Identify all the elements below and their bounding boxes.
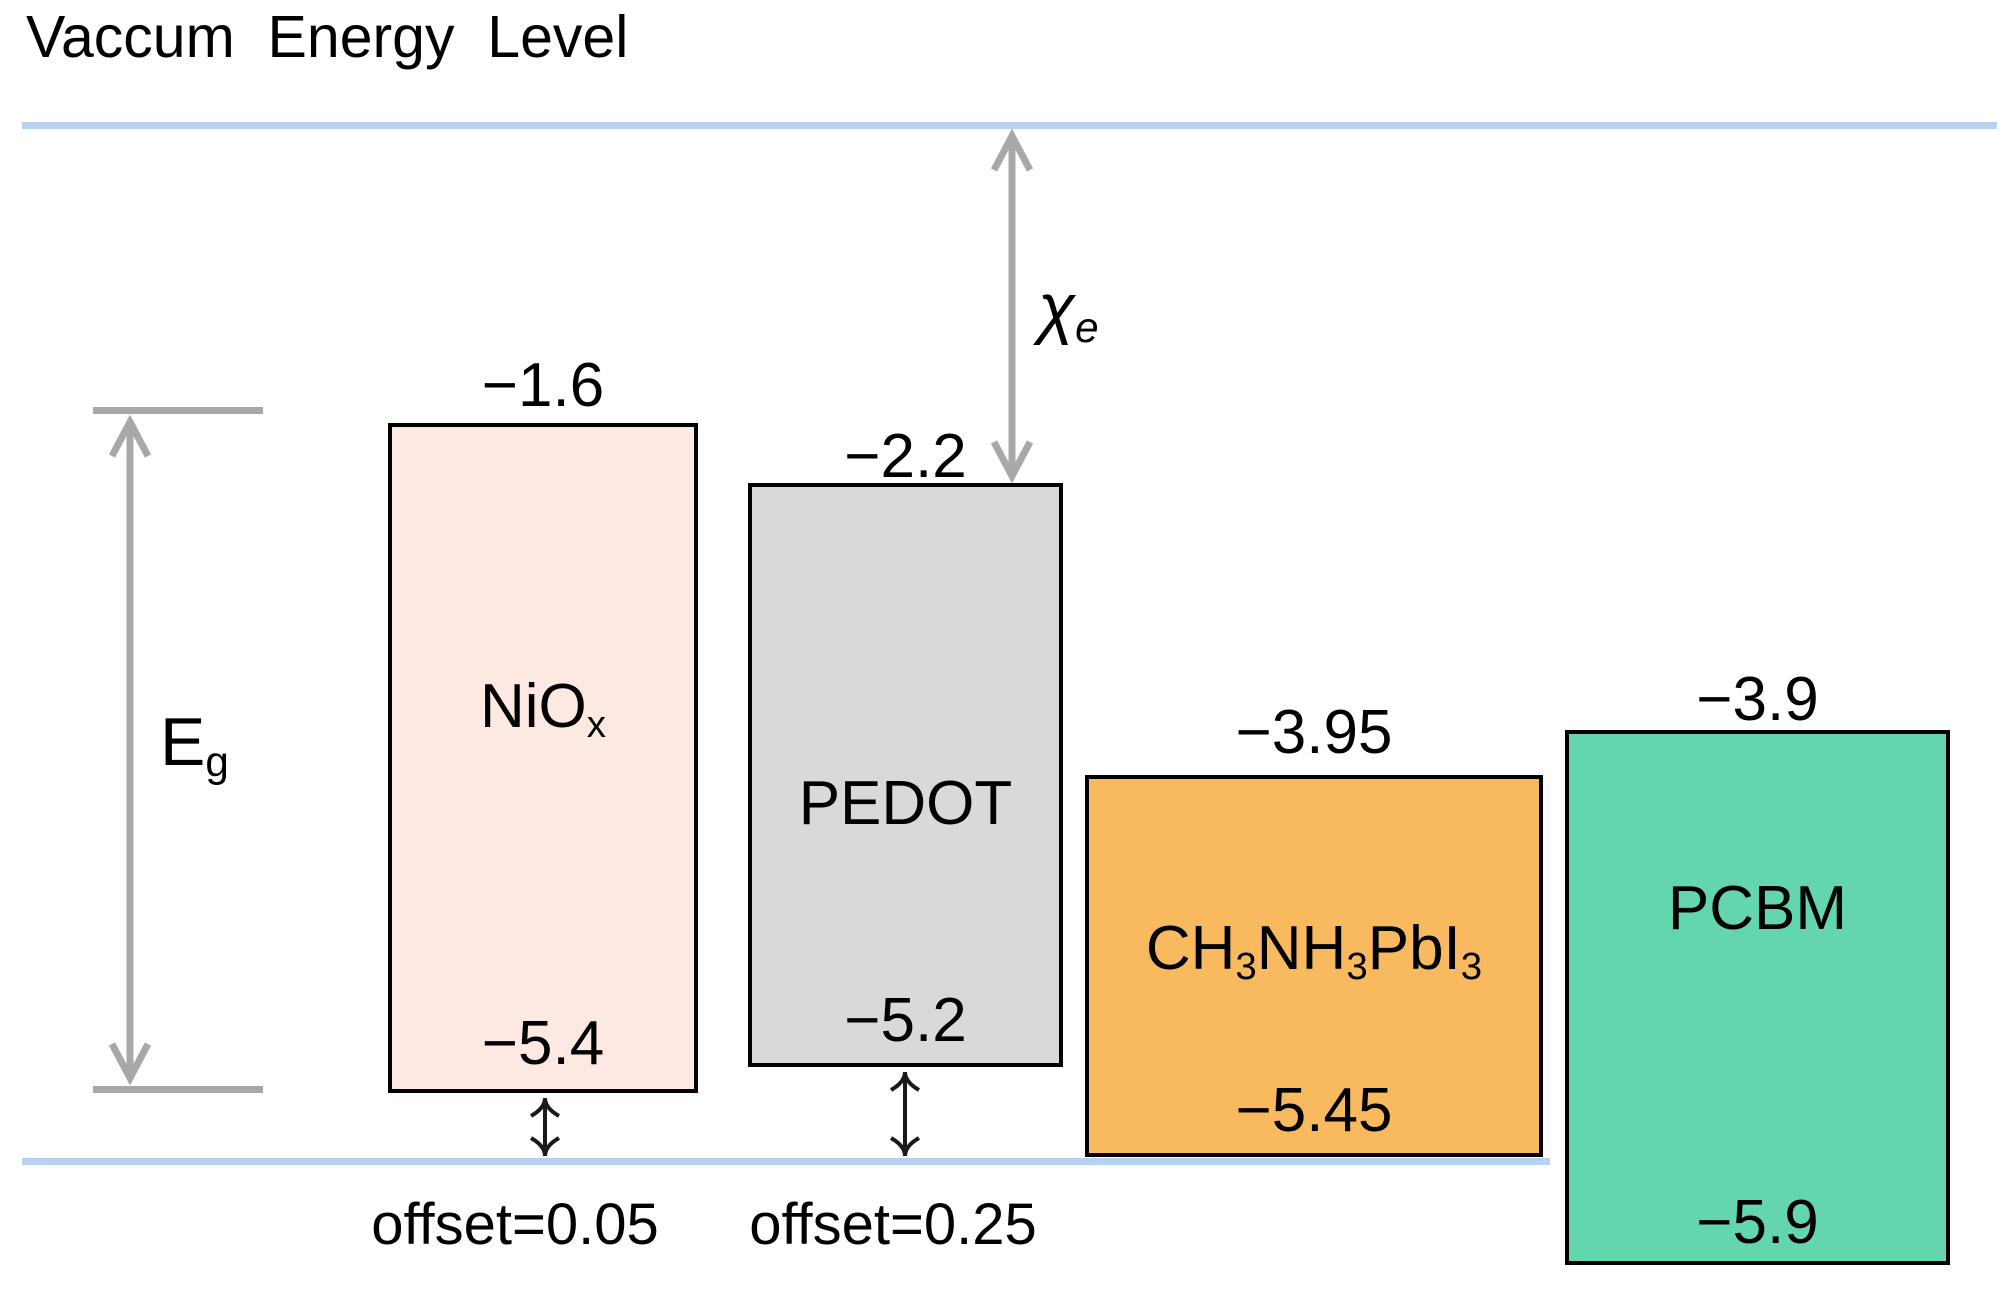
top-energy-label: −1.6	[481, 351, 605, 420]
bottom-energy-label: −5.2	[844, 986, 967, 1055]
top-energy-label: −3.9	[1696, 665, 1819, 734]
band-gap-symbol: E	[160, 704, 206, 780]
ground-level-line	[22, 1158, 1550, 1165]
top-energy-label: −3.95	[1235, 698, 1393, 767]
band-gap-label: Eg	[160, 706, 229, 787]
electron-affinity-subscript: e	[1075, 303, 1099, 351]
offset-arrow-pedot-icon	[889, 1071, 921, 1157]
material-name-perovskite: CH3NH3PbI3	[1145, 914, 1483, 988]
material-box-perovskite: −3.95 CH3NH3PbI3 −5.45	[1085, 698, 1543, 1157]
band-gap-cap-bottom	[93, 1086, 263, 1093]
band-gap-subscript: g	[205, 737, 229, 785]
page-title: Vaccum Energy Level	[26, 4, 629, 70]
material-box-pcbm: −3.9 PCBM −5.9	[1565, 665, 1950, 1265]
electron-affinity-label: χe	[1038, 272, 1099, 353]
band-gap-arrow-icon	[108, 414, 152, 1086]
band-gap-cap-top	[93, 407, 263, 414]
material-box-pedot: −2.2 PEDOT −5.2	[748, 422, 1063, 1067]
bottom-energy-label: −5.9	[1696, 1188, 1819, 1257]
electron-affinity-arrow-icon	[990, 128, 1034, 484]
top-energy-label: −2.2	[844, 422, 967, 491]
material-name-niox: NiOx	[480, 672, 606, 746]
bottom-energy-label: −5.45	[1235, 1076, 1393, 1145]
offset-arrow-niox-icon	[529, 1097, 561, 1157]
offset-value-label: offset=0.05	[371, 1192, 659, 1257]
offset-value-label: offset=0.25	[749, 1192, 1037, 1257]
bottom-energy-label: −5.4	[481, 1009, 605, 1078]
electron-affinity-symbol: χ	[1038, 270, 1076, 346]
vacuum-level-line	[22, 122, 1997, 129]
material-name-pcbm: PCBM	[1667, 874, 1848, 943]
material-box-niox: −1.6 NiOx −5.4	[388, 351, 698, 1093]
material-name-pedot: PEDOT	[798, 769, 1013, 838]
